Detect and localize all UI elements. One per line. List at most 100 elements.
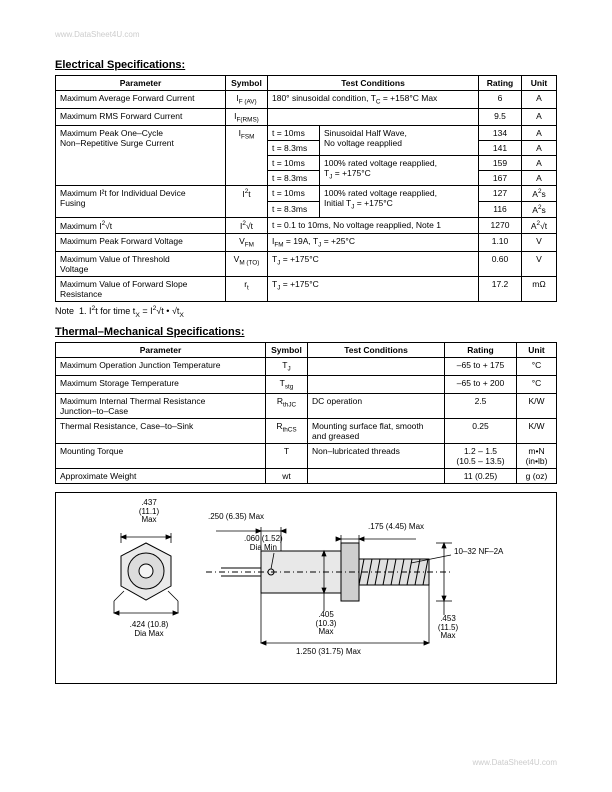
cell-symbol: T [266, 443, 308, 468]
cell-cond [308, 468, 445, 483]
cell-symbol: TJ [266, 358, 308, 376]
cell-unit: K/W [517, 418, 557, 443]
page: Electrical Specifications: Parameter Sym… [0, 0, 612, 724]
table-row: Thermal Resistance, Case–to–Sink RthCS M… [56, 418, 557, 443]
cell-rating: 6 [479, 91, 522, 109]
cell-symbol: IF(RMS) [226, 108, 268, 126]
dim-453: .453 (11.5) Max [428, 615, 468, 641]
cell-t: t = 8.3ms [268, 141, 320, 156]
watermark-bottom: www.DataSheet4U.com [473, 758, 557, 767]
table-row: Parameter Symbol Test Conditions Rating … [56, 76, 557, 91]
table-row: Maximum I2√t I2√t t = 0.1 to 10ms, No vo… [56, 218, 557, 234]
cell-rating: 141 [479, 141, 522, 156]
cell-unit: m•N (in•lb) [517, 443, 557, 468]
cell-rating: 1270 [479, 218, 522, 234]
cell-note: Sinusoidal Half Wave, No voltage reappli… [320, 126, 479, 156]
table-row: Maximum I²t for Individual Device Fusing… [56, 186, 557, 202]
dim-thread: 10–32 NF–2A [454, 548, 503, 557]
cell-param: Maximum Peak One–Cycle Non–Repetitive Su… [56, 126, 226, 186]
cell-symbol: I2t [226, 186, 268, 218]
cell-param: Maximum Peak Forward Voltage [56, 233, 226, 251]
cell-param: Maximum Storage Temperature [56, 376, 266, 394]
th-symbol: Symbol [226, 76, 268, 91]
table-row: Maximum Peak One–Cycle Non–Repetitive Su… [56, 126, 557, 141]
cell-symbol: IFSM [226, 126, 268, 186]
cell-cond: IFM = 19A, TJ = +25°C [268, 233, 479, 251]
cell-param: Thermal Resistance, Case–to–Sink [56, 418, 266, 443]
cell-cond: 180° sinusoidal condition, TC = +158°C M… [268, 91, 479, 109]
th-unit: Unit [522, 76, 557, 91]
cell-symbol: IF (AV) [226, 91, 268, 109]
cell-rating: 159 [479, 156, 522, 171]
cell-unit: g (oz) [517, 468, 557, 483]
cell-unit: A2s [522, 202, 557, 218]
cell-t: t = 8.3ms [268, 202, 320, 218]
cell-param: Maximum Value of Threshold Voltage [56, 251, 226, 276]
cell-unit: °C [517, 358, 557, 376]
cell-param: Mounting Torque [56, 443, 266, 468]
table-row: Maximum Value of Forward Slope Resistanc… [56, 276, 557, 301]
table-row: Maximum Value of Threshold Voltage VM (T… [56, 251, 557, 276]
cell-rating: 1.2 – 1.5 (10.5 – 13.5) [445, 443, 517, 468]
cell-symbol: RthJC [266, 393, 308, 418]
cell-unit: °C [517, 376, 557, 394]
th-rating: Rating [445, 343, 517, 358]
cell-t: t = 8.3ms [268, 171, 320, 186]
dim-250: .250 (6.35) Max [208, 513, 264, 522]
cell-cond [268, 108, 479, 126]
cell-t: t = 10ms [268, 186, 320, 202]
dim-175: .175 (4.45) Max [368, 523, 424, 532]
table-row: Maximum Operation Junction Temperature T… [56, 358, 557, 376]
cell-note: 100% rated voltage reapplied,TJ = +175°C [320, 156, 479, 186]
th-param: Parameter [56, 343, 266, 358]
cell-cond: Non–lubricated threads [308, 443, 445, 468]
cell-cond [308, 358, 445, 376]
cell-symbol: rt [226, 276, 268, 301]
therm-table: Parameter Symbol Test Conditions Rating … [55, 342, 557, 483]
cell-unit: A [522, 126, 557, 141]
cell-symbol: Tstg [266, 376, 308, 394]
elec-table: Parameter Symbol Test Conditions Rating … [55, 75, 557, 302]
th-param: Parameter [56, 76, 226, 91]
cell-unit: A [522, 108, 557, 126]
cell-rating: 11 (0.25) [445, 468, 517, 483]
dim-060: .060 (1.52) Dia Min [244, 535, 283, 553]
table-row: Maximum RMS Forward Current IF(RMS) 9.5 … [56, 108, 557, 126]
cell-rating: 0.60 [479, 251, 522, 276]
elec-title: Electrical Specifications: [55, 59, 557, 71]
cell-unit: A [522, 141, 557, 156]
cell-rating: 2.5 [445, 393, 517, 418]
th-cond: Test Conditions [268, 76, 479, 91]
th-symbol: Symbol [266, 343, 308, 358]
cell-symbol: RthCS [266, 418, 308, 443]
cell-note: 100% rated voltage reapplied,Initial TJ … [320, 186, 479, 218]
cell-rating: 0.25 [445, 418, 517, 443]
cell-param: Maximum RMS Forward Current [56, 108, 226, 126]
cell-rating: 116 [479, 202, 522, 218]
cell-param: Approximate Weight [56, 468, 266, 483]
cell-cond: DC operation [308, 393, 445, 418]
cell-rating: 9.5 [479, 108, 522, 126]
cell-cond: TJ = +175°C [268, 276, 479, 301]
cell-unit: A2s [522, 186, 557, 202]
cell-cond: Mounting surface flat, smooth and grease… [308, 418, 445, 443]
cell-param: Maximum Operation Junction Temperature [56, 358, 266, 376]
cell-param: Maximum Value of Forward Slope Resistanc… [56, 276, 226, 301]
cell-unit: V [522, 251, 557, 276]
cell-param: Maximum Average Forward Current [56, 91, 226, 109]
cell-symbol: wt [266, 468, 308, 483]
cell-t: t = 10ms [268, 156, 320, 171]
cell-unit: A [522, 156, 557, 171]
cell-t: t = 10ms [268, 126, 320, 141]
cell-cond: TJ = +175°C [268, 251, 479, 276]
cell-unit: A2√t [522, 218, 557, 234]
cell-unit: V [522, 233, 557, 251]
table-row: Approximate Weight wt 11 (0.25) g (oz) [56, 468, 557, 483]
cell-param: Maximum I2√t [56, 218, 226, 234]
cell-unit: A [522, 171, 557, 186]
watermark-top: www.DataSheet4U.com [55, 30, 139, 39]
cell-rating: 167 [479, 171, 522, 186]
cell-rating: 1.10 [479, 233, 522, 251]
table-row: Maximum Average Forward Current IF (AV) … [56, 91, 557, 109]
cell-rating: 17.2 [479, 276, 522, 301]
